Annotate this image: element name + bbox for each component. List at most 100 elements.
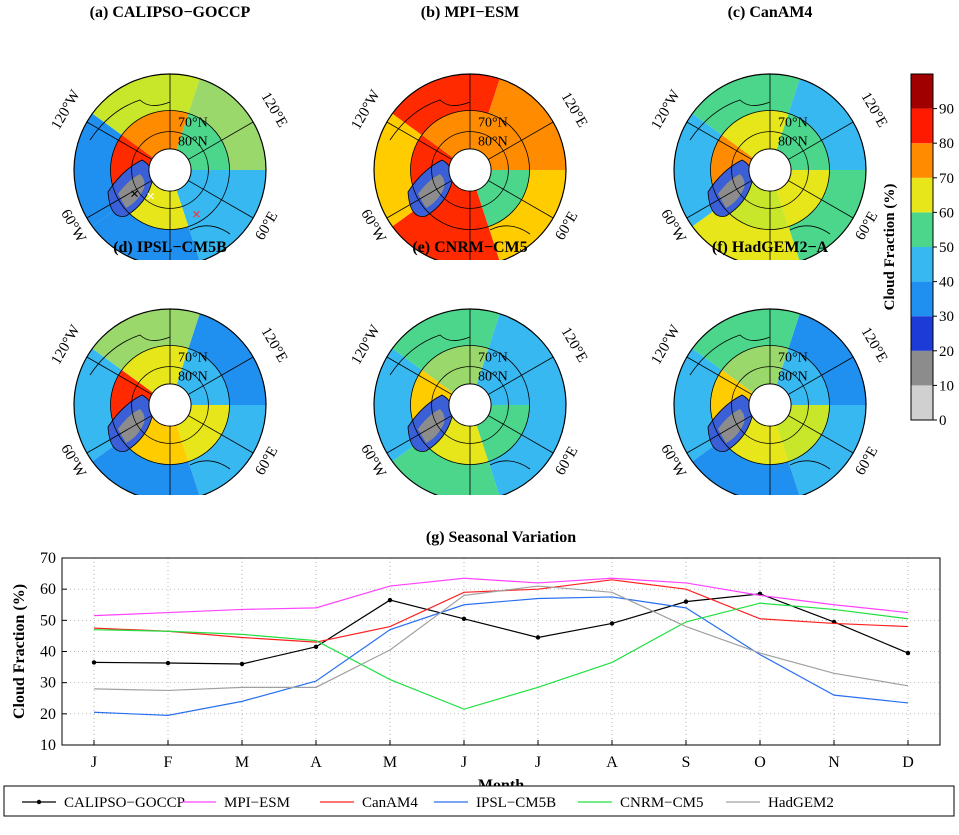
map-sector <box>392 204 500 260</box>
colorbar-segment <box>911 281 933 317</box>
map-sector <box>421 110 489 158</box>
colorbar-tick-label: 40 <box>939 275 954 291</box>
map-sector <box>721 110 789 158</box>
series-line <box>93 585 909 692</box>
meridian-line <box>188 121 254 160</box>
y-tick-label: 60 <box>40 581 56 598</box>
map-sector <box>788 78 866 170</box>
map-sector <box>488 78 566 170</box>
colorbar-tick-label: 60 <box>939 205 954 221</box>
meridian-line <box>488 415 554 454</box>
series-point <box>609 621 615 626</box>
y-tick-label: 40 <box>40 644 56 661</box>
lat-label-80: 80°N <box>478 370 508 385</box>
lat-label-80: 80°N <box>178 370 208 385</box>
site-marker: × <box>192 207 201 224</box>
x-tick-label: J <box>535 754 541 771</box>
colorbar-segment <box>911 385 933 420</box>
lon-label-120e: 120°E <box>258 325 291 366</box>
meridian-line <box>686 180 752 219</box>
lat-label-70: 70°N <box>778 115 808 130</box>
map-sector <box>392 74 500 136</box>
series-line <box>93 577 909 617</box>
lat-label-70: 70°N <box>478 350 508 365</box>
series-point <box>165 660 171 666</box>
map-sector <box>121 110 189 158</box>
lon-label-60e: 60°E <box>853 209 882 243</box>
map-sector <box>776 348 830 405</box>
chart-title: (g) Seasonal Variation <box>426 529 576 546</box>
lat-label-70: 70°N <box>778 350 808 365</box>
colorbar-tick-label: 50 <box>939 240 954 256</box>
coastline <box>689 334 831 470</box>
map-title: (b) MPI−ESM <box>420 4 520 21</box>
colorbar-segment <box>911 177 933 213</box>
map-sector <box>392 309 500 371</box>
legend-label: HadGEM2 <box>768 795 834 811</box>
map-sector <box>488 313 566 405</box>
meridian-line <box>188 415 254 454</box>
meridian-line <box>488 121 554 160</box>
colorbar-tick-label: 20 <box>939 344 954 360</box>
x-tick-label: M <box>383 754 397 771</box>
map-sector <box>788 313 866 405</box>
meridian-line <box>86 121 152 160</box>
x-tick-label: A <box>310 754 322 771</box>
lon-label-120e: 120°E <box>558 90 591 131</box>
map-sector <box>176 348 230 405</box>
colorbar-tick-label: 0 <box>939 413 947 429</box>
x-tick-label: O <box>754 754 766 771</box>
map-sector <box>476 348 530 405</box>
lon-label-60e: 60°E <box>553 444 582 478</box>
map-title: (c) CanAM4 <box>727 4 813 21</box>
y-tick-label: 30 <box>40 675 56 692</box>
meridian-line <box>386 415 452 454</box>
map-sector <box>692 73 800 136</box>
meridian-line <box>788 180 854 219</box>
pole-disc <box>748 383 792 427</box>
lon-label-120w: 120°W <box>48 322 84 368</box>
coastline <box>689 99 831 235</box>
pole-disc <box>748 148 792 192</box>
greenland-ice <box>718 409 745 443</box>
lat-label-80: 80°N <box>778 135 808 150</box>
colorbar-label: Cloud Fraction (%) <box>882 184 898 311</box>
lat-label-70: 70°N <box>178 115 208 130</box>
map-sector <box>476 405 530 462</box>
meridian-line <box>788 356 854 395</box>
map-sector <box>488 170 566 260</box>
meridian-line <box>386 121 452 160</box>
series-line <box>93 602 909 710</box>
lon-label-60e: 60°E <box>553 209 582 243</box>
legend-label: CanAM4 <box>362 795 418 811</box>
colorbar-tick-label: 80 <box>939 136 954 152</box>
lon-label-120w: 120°W <box>48 87 84 133</box>
coastline <box>89 99 231 235</box>
lon-label-120e: 120°E <box>558 325 591 366</box>
lon-label-120w: 120°W <box>348 87 384 133</box>
map-sector <box>776 170 830 227</box>
colorbar-segment <box>911 108 933 144</box>
map-sector <box>392 439 500 495</box>
series-point <box>905 650 911 656</box>
legend-box <box>3 785 955 817</box>
map-sector <box>692 439 800 495</box>
greenland-ice <box>118 409 145 443</box>
greenland-ice <box>418 174 445 208</box>
meridian-line <box>686 415 752 454</box>
meridian-line <box>86 180 152 219</box>
legend-label: MPI−ESM <box>224 795 290 811</box>
colorbar-tick-label: 10 <box>939 378 954 394</box>
map-sector <box>92 204 200 260</box>
map-sector <box>476 113 530 170</box>
y-tick-label: 10 <box>40 737 56 754</box>
map-sector <box>92 74 200 136</box>
lon-label-120w: 120°W <box>648 322 684 368</box>
map-sector <box>92 439 200 495</box>
colorbar-segment <box>911 212 933 247</box>
